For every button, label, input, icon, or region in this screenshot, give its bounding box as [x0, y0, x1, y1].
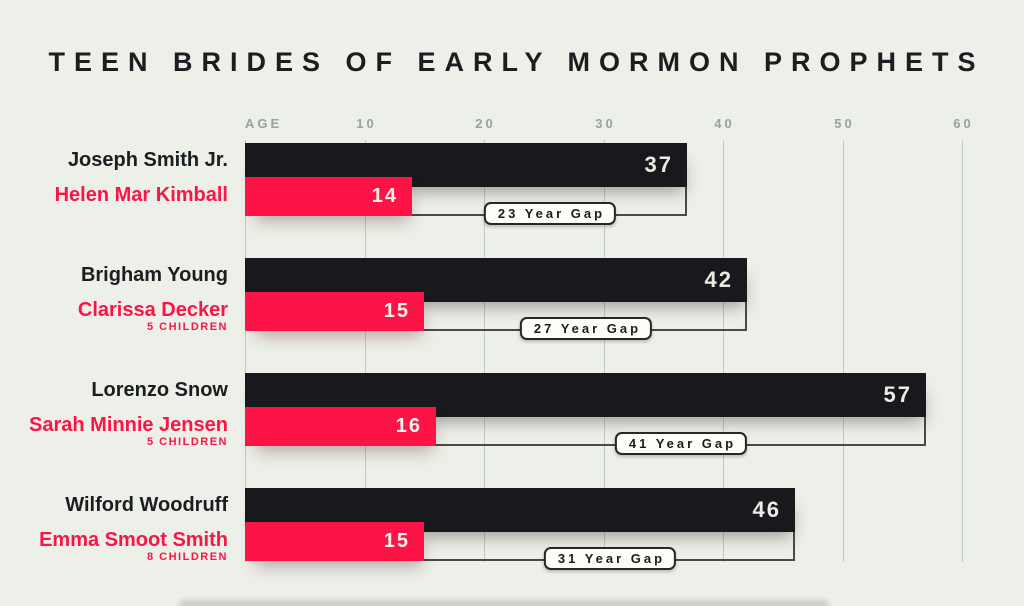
gap-label-box: 23 Year Gap: [483, 202, 617, 225]
bride-name-label: Helen Mar Kimball: [54, 184, 228, 206]
bride-name-label: Sarah Minnie Jensen: [29, 414, 228, 436]
gridline-60: [962, 140, 963, 562]
gap-label-box: 31 Year Gap: [543, 547, 677, 570]
children-count-label: 5 CHILDREN: [146, 436, 228, 448]
children-count-label: 5 CHILDREN: [146, 321, 228, 333]
gridline-0: [245, 140, 246, 562]
gap-label-box: 41 Year Gap: [614, 432, 748, 455]
bride-name-label: Emma Smoot Smith: [39, 529, 228, 551]
gap-label-box: 27 Year Gap: [519, 317, 653, 340]
axis-tick-10: 10: [356, 116, 377, 131]
gap-bracket-corner: [745, 302, 747, 331]
children-count-label: 8 CHILDREN: [146, 551, 228, 563]
chart-title: TEEN BRIDES OF EARLY MORMON PROPHETS: [48, 47, 985, 77]
bride-age-bar: 15: [245, 522, 424, 561]
gap-bracket-corner: [685, 187, 687, 216]
axis-tick-30: 30: [595, 116, 616, 131]
gap-bracket-corner: [924, 417, 926, 446]
prophet-age-value: 57: [883, 382, 912, 407]
gridline-30: [604, 140, 605, 562]
bride-age-value: 15: [383, 530, 410, 552]
prophet-name-label: Brigham Young: [80, 264, 228, 286]
bride-name-label: Clarissa Decker: [77, 299, 228, 321]
prophet-name-label: Joseph Smith Jr.: [67, 149, 228, 171]
prophet-age-value: 37: [644, 152, 673, 177]
bride-age-value: 16: [395, 415, 422, 437]
age-axis-label: AGE: [245, 116, 283, 131]
gridline-20: [484, 140, 485, 562]
bride-age-value: 15: [383, 300, 410, 322]
axis-tick-40: 40: [714, 116, 735, 131]
gridline-40: [723, 140, 724, 562]
bride-age-bar: 15: [245, 292, 424, 331]
bride-age-bar: 16: [245, 407, 436, 446]
axis-tick-60: 60: [953, 116, 974, 131]
gap-bracket-corner: [793, 532, 795, 561]
prophet-name-label: Wilford Woodruff: [65, 494, 228, 516]
gridline-50: [843, 140, 844, 562]
axis-tick-50: 50: [834, 116, 855, 131]
bottom-edge-shadow: [180, 601, 828, 606]
prophet-age-value: 46: [752, 497, 781, 522]
axis-tick-20: 20: [475, 116, 496, 131]
bride-age-bar: 14: [245, 177, 412, 216]
prophet-name-label: Lorenzo Snow: [91, 379, 228, 401]
gridline-10: [365, 140, 366, 562]
bride-age-value: 14: [371, 185, 398, 207]
prophet-age-value: 42: [704, 267, 733, 292]
